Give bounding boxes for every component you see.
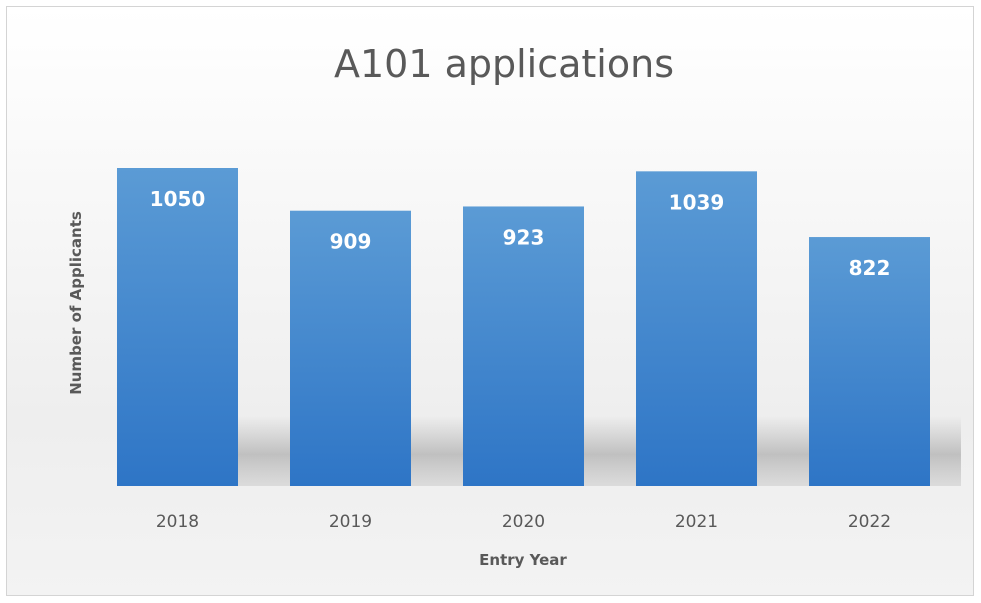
x-tick-label-2022: 2022 <box>848 512 891 532</box>
x-axis-title: Entry Year <box>479 551 567 569</box>
chart-frame: A101 applications 1050 909 923 1039 822 2018… <box>6 6 974 596</box>
x-tick-label-2018: 2018 <box>156 512 199 532</box>
x-tick-label-2019: 2019 <box>329 512 372 532</box>
x-tick-labels-layer: 2018 2019 2020 2021 2022 <box>156 512 891 532</box>
data-label-2019: 909 <box>330 230 372 254</box>
bar-2022 <box>809 237 930 486</box>
y-axis-title: Number of Applicants <box>67 211 85 395</box>
chart-title: A101 applications <box>334 42 674 86</box>
data-label-2022: 822 <box>849 256 891 280</box>
data-label-2020: 923 <box>503 225 545 249</box>
bars-layer <box>117 168 930 486</box>
data-labels-layer: 1050 909 923 1039 822 <box>150 187 891 280</box>
bar-2019 <box>290 210 411 486</box>
bar-2020 <box>463 206 584 486</box>
x-tick-label-2021: 2021 <box>675 512 718 532</box>
bar-2018 <box>117 168 238 486</box>
data-label-2018: 1050 <box>150 187 206 211</box>
data-label-2021: 1039 <box>669 190 725 214</box>
bar-2021 <box>636 171 757 486</box>
x-tick-label-2020: 2020 <box>502 512 545 532</box>
